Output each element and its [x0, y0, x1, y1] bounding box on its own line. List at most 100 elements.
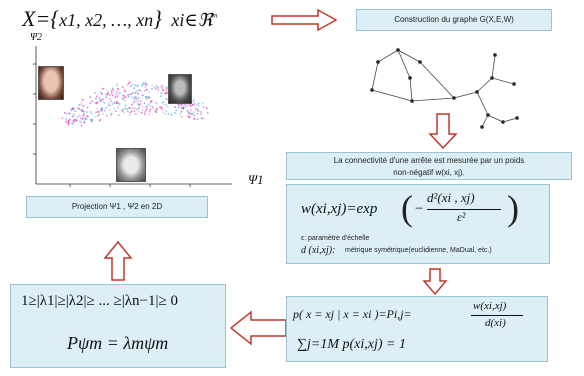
scatter-dot — [126, 110, 129, 113]
scatter-dot — [145, 88, 148, 91]
eigenvector-equation: Pψm = λmψm — [67, 333, 169, 353]
scatter-dot — [74, 118, 77, 121]
scatter-dot — [192, 103, 194, 106]
scatter-dot — [129, 111, 132, 114]
scatter-dot — [123, 88, 126, 91]
scatter-dot — [188, 111, 191, 114]
scatter-dot — [102, 98, 104, 101]
scatter-dot — [139, 100, 142, 102]
scatter-dot — [117, 107, 119, 109]
scatter-dot — [98, 96, 101, 99]
scatter-dot — [78, 104, 81, 106]
scatter-dot — [170, 113, 173, 116]
scatter-dot — [166, 92, 168, 95]
scatter-dot — [164, 104, 167, 107]
scatter-dot — [165, 110, 168, 112]
scatter-dot — [140, 90, 143, 93]
scatter-dot — [164, 92, 167, 94]
scatter-dot — [135, 113, 137, 115]
scatter-dot — [124, 104, 127, 107]
scatter-dot — [160, 95, 162, 97]
scatter-dot — [106, 114, 108, 117]
scatter-dot — [144, 81, 147, 83]
weight-function-box: w(xi,xj)=exp ( − d²(xi , xj) ε² ) ε: par… — [286, 184, 550, 264]
scatter-dot — [180, 103, 183, 106]
scatter-dot — [131, 83, 134, 86]
scatter-dot — [143, 102, 146, 105]
scatter-dot — [81, 98, 84, 101]
scatter-dot — [106, 89, 108, 92]
projection-box: Projection Ψ1 , Ψ2 en 2D — [26, 196, 208, 218]
scatter-dot — [68, 122, 70, 124]
scatter-dot — [121, 109, 124, 112]
epsilon-definition: ε: paramètre d'échelle — [301, 235, 370, 242]
scatter-dot — [109, 114, 112, 117]
scatter-dot — [143, 113, 146, 115]
scatter-dot — [146, 106, 148, 109]
scatter-dot — [122, 94, 125, 97]
scatter-dot — [126, 84, 129, 86]
scatter-dot — [155, 84, 158, 87]
scatter-dot — [149, 101, 152, 104]
arrow-down-2 — [422, 268, 448, 296]
scatter-dot — [179, 113, 181, 115]
scatter-dot — [89, 111, 92, 113]
scatter-dot — [127, 94, 129, 96]
scatter-dot — [110, 112, 113, 115]
scatter-dot — [80, 102, 83, 104]
scatter-dot — [196, 118, 199, 121]
dataset-formula-lhs: X={ — [22, 6, 60, 31]
scatter-dot — [193, 114, 196, 117]
scatter-dot — [127, 95, 130, 98]
scatter-dot — [196, 107, 199, 110]
scatter-dot — [166, 105, 169, 108]
scatter-dot — [192, 98, 195, 101]
scatter-dot — [123, 111, 125, 114]
scatter-dot — [141, 94, 144, 97]
scatter-dot — [125, 108, 128, 111]
scatter-dot — [85, 118, 88, 121]
scatter-dot — [128, 82, 131, 85]
scatter-dot — [191, 112, 193, 115]
scatter-dot — [61, 117, 64, 119]
scatter-dot — [65, 112, 68, 115]
scatter-dot — [130, 110, 133, 112]
scatter-dot — [147, 103, 150, 106]
scatter-dot — [83, 121, 86, 124]
scatter-dot — [200, 111, 203, 113]
scatter-dot — [65, 122, 68, 124]
scatter-dot — [134, 96, 137, 98]
scatter-dot — [116, 85, 119, 87]
weight-paren-close: ) — [507, 188, 519, 228]
scatter-dot — [194, 108, 197, 110]
scatter-dot — [138, 111, 140, 113]
scatter-dot — [82, 110, 84, 112]
scatter-dot — [121, 85, 123, 88]
scatter-dot — [119, 92, 121, 95]
scatter-dot — [91, 112, 93, 115]
scatter-dot — [116, 95, 118, 98]
scatter-dot — [80, 124, 83, 127]
scatter-dot — [136, 84, 139, 87]
eigenvalue-inequality: 1≥|λ1|≥|λ2|≥ ... ≥|λn−1|≥ 0 — [21, 293, 178, 309]
scatter-dot — [144, 82, 147, 85]
scatter-dot — [103, 101, 106, 104]
scatter-dot — [130, 85, 132, 88]
scatter-dot — [144, 85, 147, 88]
scatter-dot — [164, 86, 167, 88]
scatter-dot — [128, 113, 131, 116]
graph-construction-box: Construction du graphe G(X,E,W) — [356, 9, 552, 31]
scatter-dot — [155, 111, 158, 114]
scatter-dot — [101, 88, 104, 90]
scatter-dot — [98, 113, 100, 116]
scatter-dot — [63, 112, 66, 114]
scatter-dot — [123, 99, 126, 102]
scatter-dot — [151, 105, 154, 108]
scatter-dot — [146, 83, 149, 85]
scatter-dot — [113, 107, 116, 110]
scatter-dot — [114, 110, 117, 113]
scatter-dot — [161, 87, 164, 89]
scatter-dot — [111, 103, 114, 105]
scatter-dot — [129, 80, 132, 83]
